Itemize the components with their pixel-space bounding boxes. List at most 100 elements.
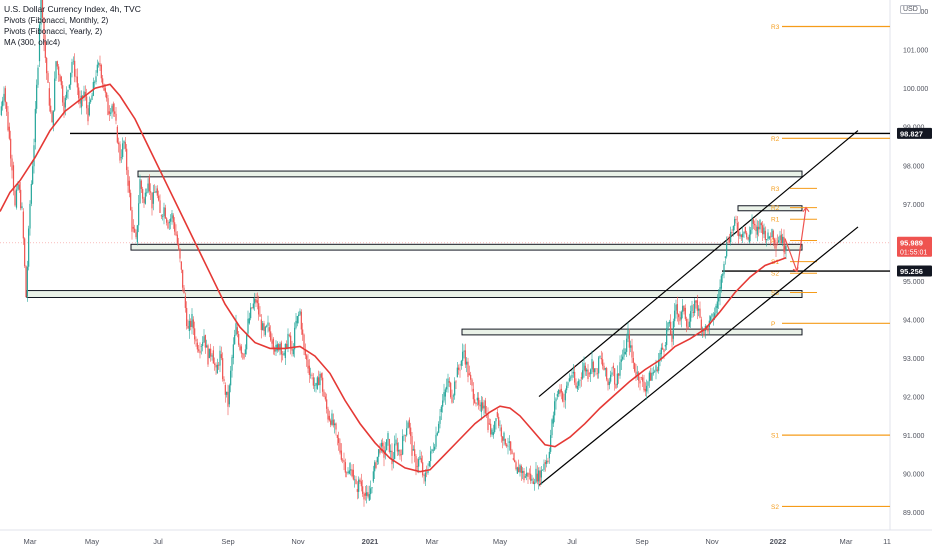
chart-legend: U.S. Dollar Currency Index, 4h, TVC Pivo…: [4, 4, 141, 48]
support-resistance-zone: [137, 170, 803, 178]
candle-body: [296, 316, 298, 324]
yearly-pivot-label: S2: [771, 504, 779, 511]
candle-body: [690, 311, 692, 322]
candle-body: [516, 467, 518, 474]
candle-body: [152, 192, 154, 204]
candle-body: [604, 368, 606, 370]
currency-badge[interactable]: USD: [900, 5, 921, 14]
candle-body: [455, 381, 457, 383]
candle-body: [710, 316, 712, 321]
candle-body: [644, 388, 646, 392]
candle-body: [444, 389, 446, 397]
candle-body: [78, 87, 80, 99]
candle-body: [206, 345, 208, 348]
candle-body: [20, 189, 22, 209]
candle-body: [640, 377, 642, 378]
candle-body: [499, 425, 501, 427]
candle-body: [299, 310, 301, 315]
candle-body: [387, 433, 389, 440]
candle-body: [472, 388, 474, 400]
candle-body: [282, 354, 284, 356]
candle-body: [532, 481, 534, 485]
candle-body: [290, 335, 292, 348]
candle-body: [331, 413, 333, 425]
candle-body: [172, 215, 174, 223]
candle-body: [54, 78, 56, 111]
candle-body: [511, 450, 513, 454]
candle-body: [374, 462, 376, 472]
candle-body: [550, 435, 552, 452]
time-tick-label: Nov: [705, 537, 719, 546]
candle-body: [643, 381, 645, 391]
countdown-label: 01:55:01: [900, 249, 927, 256]
time-tick-label: Mar: [840, 537, 853, 546]
candle-body: [510, 441, 512, 451]
candle-body: [286, 343, 288, 349]
candle-body: [191, 313, 193, 327]
candle-body: [339, 442, 341, 453]
candle-body: [742, 233, 744, 238]
candle-body: [720, 275, 722, 289]
price-tick-label: 97.000: [903, 202, 925, 209]
candle-body: [88, 102, 90, 116]
candle-body: [174, 222, 176, 232]
candle-body: [590, 369, 592, 375]
projection-arrowhead: [792, 267, 799, 273]
candle-body: [210, 348, 212, 357]
candle-body: [131, 210, 133, 232]
candle-body: [171, 213, 173, 219]
yearly-pivot-label: P: [771, 321, 775, 328]
candle-body: [183, 287, 185, 294]
candle-body: [608, 381, 610, 386]
candle-body: [494, 421, 496, 433]
time-tick-label: Nov: [291, 537, 305, 546]
candle-body: [598, 357, 600, 374]
candle-body: [310, 374, 312, 376]
candle-body: [386, 439, 388, 451]
legend-monthly-pivots: Pivots (Fibonacci, Monthly, 2): [4, 16, 109, 25]
price-tick-label: 93.000: [903, 356, 925, 363]
candle-body: [63, 102, 65, 115]
candle-body: [320, 373, 322, 378]
candle-body: [735, 219, 737, 221]
candle-body: [342, 459, 344, 461]
price-tick-label: 94.000: [903, 317, 925, 324]
candle-body: [607, 379, 609, 386]
candle-body: [575, 382, 577, 388]
candle-body: [6, 102, 8, 112]
candle-body: [623, 348, 625, 357]
candle-body: [571, 374, 573, 378]
candle-body: [618, 373, 620, 376]
candle-body: [774, 239, 776, 244]
candle-body: [426, 472, 428, 474]
candle-body: [70, 72, 72, 85]
candle-body: [738, 229, 740, 237]
candle-body: [267, 322, 269, 326]
time-tick-label: Mar: [426, 537, 439, 546]
candle-body: [512, 458, 514, 460]
candle-body: [478, 397, 480, 405]
candle-body: [334, 423, 336, 426]
candle-body: [311, 374, 313, 376]
candle-body: [136, 225, 138, 243]
candle-body: [21, 206, 23, 209]
candle-body: [756, 226, 758, 235]
candle-body: [382, 442, 384, 447]
candle-body: [18, 184, 20, 190]
candle-body: [412, 449, 414, 451]
candle-body: [158, 195, 160, 201]
candle-body: [443, 392, 445, 401]
candle-body: [468, 373, 470, 375]
candle-body: [200, 346, 202, 347]
time-tick-label: May: [493, 537, 507, 546]
candle-body: [91, 95, 93, 100]
candle-body: [419, 456, 421, 460]
candle-body: [707, 326, 709, 332]
candle-body: [555, 398, 557, 402]
candle-body: [144, 192, 146, 204]
candle-body: [612, 365, 614, 369]
candle-body: [462, 351, 464, 361]
time-tick-label: Sep: [635, 537, 648, 546]
candle-body: [17, 183, 19, 190]
